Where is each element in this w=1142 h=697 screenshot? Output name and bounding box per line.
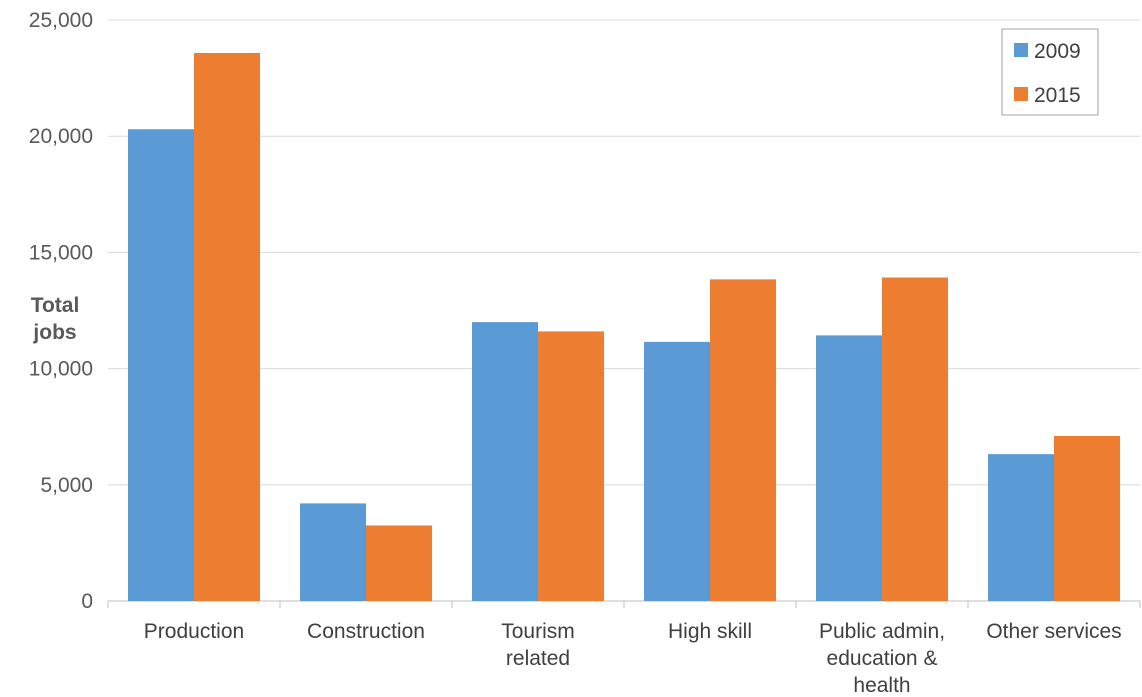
bar-2009 — [300, 503, 366, 601]
x-category-label: Other services — [986, 620, 1121, 643]
y-axis-label: Total jobs — [31, 294, 80, 344]
x-category-label: Production — [144, 620, 244, 643]
bar-2009 — [128, 129, 194, 601]
y-tick-label: 15,000 — [29, 241, 93, 264]
y-tick-label: 5,000 — [40, 474, 93, 497]
x-category-label: Tourism related — [501, 620, 575, 670]
bar-2009 — [472, 322, 538, 601]
bar-2009 — [644, 341, 710, 601]
bar-2009 — [988, 454, 1054, 601]
gridlines — [108, 19, 1140, 486]
legend-label-2009: 2009 — [1034, 40, 1081, 63]
y-tick-label: 25,000 — [29, 9, 93, 32]
bar-2009 — [816, 335, 882, 601]
y-tick-label: 10,000 — [29, 358, 93, 381]
bars — [128, 53, 1120, 602]
y-tick-label: 20,000 — [29, 125, 93, 148]
bar-2015 — [194, 53, 260, 602]
legend-swatch-2009 — [1014, 43, 1028, 57]
y-tick-label: 0 — [81, 590, 93, 613]
legend-swatch-2015 — [1014, 87, 1028, 101]
axes — [107, 600, 1141, 608]
x-category-label: High skill — [668, 620, 752, 643]
axis-labels: 0 5,000 10,000 15,000 20,000 25,000 Production… — [29, 9, 1122, 697]
legend-label-2015: 2015 — [1034, 84, 1081, 107]
x-category-label: Public admin, education & health — [819, 620, 945, 697]
bar-2015 — [538, 331, 604, 601]
x-category-label: Construction — [307, 620, 425, 643]
bar-2015 — [366, 525, 432, 601]
bar-2015 — [882, 277, 948, 601]
bar-2015 — [1054, 435, 1120, 601]
bar-2015 — [710, 279, 776, 601]
legend: 2009 2015 — [1001, 28, 1099, 116]
